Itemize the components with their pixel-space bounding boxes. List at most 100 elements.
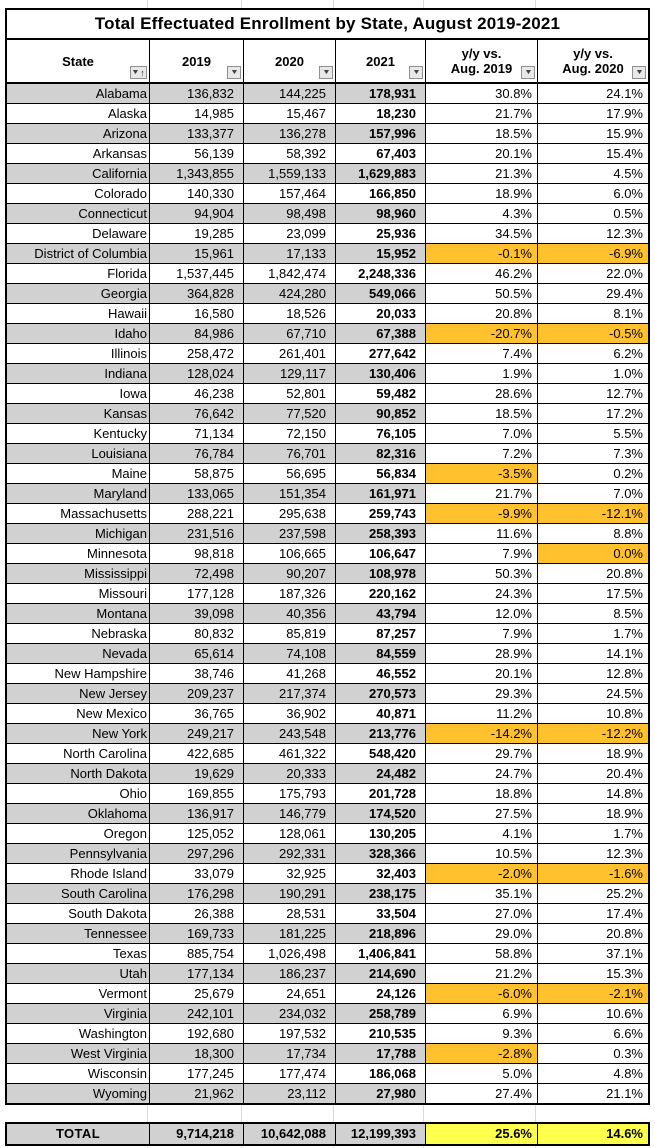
total-label-cell[interactable]: TOTAL — [7, 1124, 150, 1144]
yy-vs-2020-cell[interactable]: 37.1% — [538, 944, 648, 963]
filter-sort-button-state[interactable]: ▼ ↑ — [130, 66, 147, 79]
enrollment-2020-cell[interactable]: 15,467 — [244, 104, 336, 123]
state-cell[interactable]: Iowa — [7, 384, 150, 403]
enrollment-2019-cell[interactable]: 21,962 — [150, 1084, 244, 1103]
enrollment-2020-cell[interactable]: 90,207 — [244, 564, 336, 583]
state-cell[interactable]: Arkansas — [7, 144, 150, 163]
state-cell[interactable]: Georgia — [7, 284, 150, 303]
yy-vs-2020-cell[interactable]: 20.8% — [538, 564, 648, 583]
yy-vs-2019-cell[interactable]: 4.1% — [426, 824, 538, 843]
enrollment-2020-cell[interactable]: 234,032 — [244, 1004, 336, 1023]
enrollment-2021-cell[interactable]: 1,406,841 — [336, 944, 426, 963]
yy-vs-2020-cell[interactable]: 12.3% — [538, 844, 648, 863]
enrollment-2021-cell[interactable]: 108,978 — [336, 564, 426, 583]
yy-vs-2019-cell[interactable]: 7.9% — [426, 544, 538, 563]
yy-vs-2020-cell[interactable]: 20.8% — [538, 924, 648, 943]
enrollment-2020-cell[interactable]: 261,401 — [244, 344, 336, 363]
yy-vs-2019-cell[interactable]: -9.9% — [426, 504, 538, 523]
enrollment-2019-cell[interactable]: 133,065 — [150, 484, 244, 503]
enrollment-2021-cell[interactable]: 548,420 — [336, 744, 426, 763]
yy-vs-2020-cell[interactable]: -6.9% — [538, 244, 648, 263]
enrollment-2019-cell[interactable]: 885,754 — [150, 944, 244, 963]
yy-vs-2020-cell[interactable]: 14.8% — [538, 784, 648, 803]
enrollment-2019-cell[interactable]: 242,101 — [150, 1004, 244, 1023]
enrollment-2019-cell[interactable]: 133,377 — [150, 124, 244, 143]
yy-vs-2019-cell[interactable]: 18.9% — [426, 184, 538, 203]
enrollment-2019-cell[interactable]: 422,685 — [150, 744, 244, 763]
yy-vs-2019-cell[interactable]: 18.5% — [426, 404, 538, 423]
enrollment-2019-cell[interactable]: 58,875 — [150, 464, 244, 483]
enrollment-2021-cell[interactable]: 24,482 — [336, 764, 426, 783]
enrollment-2020-cell[interactable]: 18,526 — [244, 304, 336, 323]
state-cell[interactable]: Mississippi — [7, 564, 150, 583]
yy-vs-2019-cell[interactable]: -2.8% — [426, 1044, 538, 1063]
enrollment-2021-cell[interactable]: 328,366 — [336, 844, 426, 863]
enrollment-2020-cell[interactable]: 190,291 — [244, 884, 336, 903]
state-cell[interactable]: Utah — [7, 964, 150, 983]
enrollment-2021-cell[interactable]: 67,388 — [336, 324, 426, 343]
enrollment-2019-cell[interactable]: 98,818 — [150, 544, 244, 563]
state-cell[interactable]: Oregon — [7, 824, 150, 843]
yy-vs-2019-cell[interactable]: 5.0% — [426, 1064, 538, 1083]
enrollment-2019-cell[interactable]: 14,985 — [150, 104, 244, 123]
enrollment-2021-cell[interactable]: 214,690 — [336, 964, 426, 983]
yy-vs-2019-cell[interactable]: -2.0% — [426, 864, 538, 883]
yy-vs-2019-cell[interactable]: 21.2% — [426, 964, 538, 983]
column-header-yy-2019[interactable]: y/y vs. Aug. 2019 ▼ — [426, 40, 538, 82]
yy-vs-2019-cell[interactable]: 21.7% — [426, 104, 538, 123]
enrollment-2019-cell[interactable]: 26,388 — [150, 904, 244, 923]
enrollment-2021-cell[interactable]: 130,205 — [336, 824, 426, 843]
yy-vs-2019-cell[interactable]: 18.5% — [426, 124, 538, 143]
enrollment-2021-cell[interactable]: 33,504 — [336, 904, 426, 923]
enrollment-2021-cell[interactable]: 56,834 — [336, 464, 426, 483]
state-cell[interactable]: Alabama — [7, 84, 150, 103]
state-cell[interactable]: Delaware — [7, 224, 150, 243]
enrollment-2020-cell[interactable]: 146,779 — [244, 804, 336, 823]
enrollment-2019-cell[interactable]: 249,217 — [150, 724, 244, 743]
enrollment-2019-cell[interactable]: 1,343,855 — [150, 164, 244, 183]
yy-vs-2020-cell[interactable]: -0.5% — [538, 324, 648, 343]
state-cell[interactable]: Oklahoma — [7, 804, 150, 823]
enrollment-2019-cell[interactable]: 33,079 — [150, 864, 244, 883]
enrollment-2020-cell[interactable]: 129,117 — [244, 364, 336, 383]
enrollment-2020-cell[interactable]: 77,520 — [244, 404, 336, 423]
state-cell[interactable]: New Jersey — [7, 684, 150, 703]
yy-vs-2019-cell[interactable]: -0.1% — [426, 244, 538, 263]
yy-vs-2019-cell[interactable]: 4.3% — [426, 204, 538, 223]
state-cell[interactable]: Massachusetts — [7, 504, 150, 523]
enrollment-2020-cell[interactable]: 40,356 — [244, 604, 336, 623]
column-header-2021[interactable]: 2021 ▼ — [336, 40, 426, 82]
state-cell[interactable]: Wyoming — [7, 1084, 150, 1103]
state-cell[interactable]: District of Columbia — [7, 244, 150, 263]
yy-vs-2020-cell[interactable]: 4.5% — [538, 164, 648, 183]
state-cell[interactable]: Pennsylvania — [7, 844, 150, 863]
state-cell[interactable]: Florida — [7, 264, 150, 283]
yy-vs-2020-cell[interactable]: 0.2% — [538, 464, 648, 483]
yy-vs-2020-cell[interactable]: 8.8% — [538, 524, 648, 543]
enrollment-2019-cell[interactable]: 80,832 — [150, 624, 244, 643]
yy-vs-2019-cell[interactable]: 46.2% — [426, 264, 538, 283]
yy-vs-2020-cell[interactable]: 5.5% — [538, 424, 648, 443]
enrollment-2021-cell[interactable]: 2,248,336 — [336, 264, 426, 283]
enrollment-2019-cell[interactable]: 169,855 — [150, 784, 244, 803]
yy-vs-2019-cell[interactable]: 29.3% — [426, 684, 538, 703]
enrollment-2020-cell[interactable]: 295,638 — [244, 504, 336, 523]
enrollment-2019-cell[interactable]: 16,580 — [150, 304, 244, 323]
yy-vs-2020-cell[interactable]: 24.1% — [538, 84, 648, 103]
state-cell[interactable]: Arizona — [7, 124, 150, 143]
enrollment-2020-cell[interactable]: 144,225 — [244, 84, 336, 103]
yy-vs-2020-cell[interactable]: 1.7% — [538, 624, 648, 643]
state-cell[interactable]: Indiana — [7, 364, 150, 383]
enrollment-2019-cell[interactable]: 128,024 — [150, 364, 244, 383]
yy-vs-2019-cell[interactable]: 11.2% — [426, 704, 538, 723]
enrollment-2021-cell[interactable]: 67,403 — [336, 144, 426, 163]
yy-vs-2019-cell[interactable]: 6.9% — [426, 1004, 538, 1023]
yy-vs-2019-cell[interactable]: 27.0% — [426, 904, 538, 923]
enrollment-2021-cell[interactable]: 258,789 — [336, 1004, 426, 1023]
yy-vs-2019-cell[interactable]: 7.9% — [426, 624, 538, 643]
total-yy-2020-cell[interactable]: 14.6% — [538, 1124, 648, 1144]
yy-vs-2020-cell[interactable]: -1.6% — [538, 864, 648, 883]
state-cell[interactable]: Maine — [7, 464, 150, 483]
enrollment-2021-cell[interactable]: 549,066 — [336, 284, 426, 303]
enrollment-2019-cell[interactable]: 169,733 — [150, 924, 244, 943]
